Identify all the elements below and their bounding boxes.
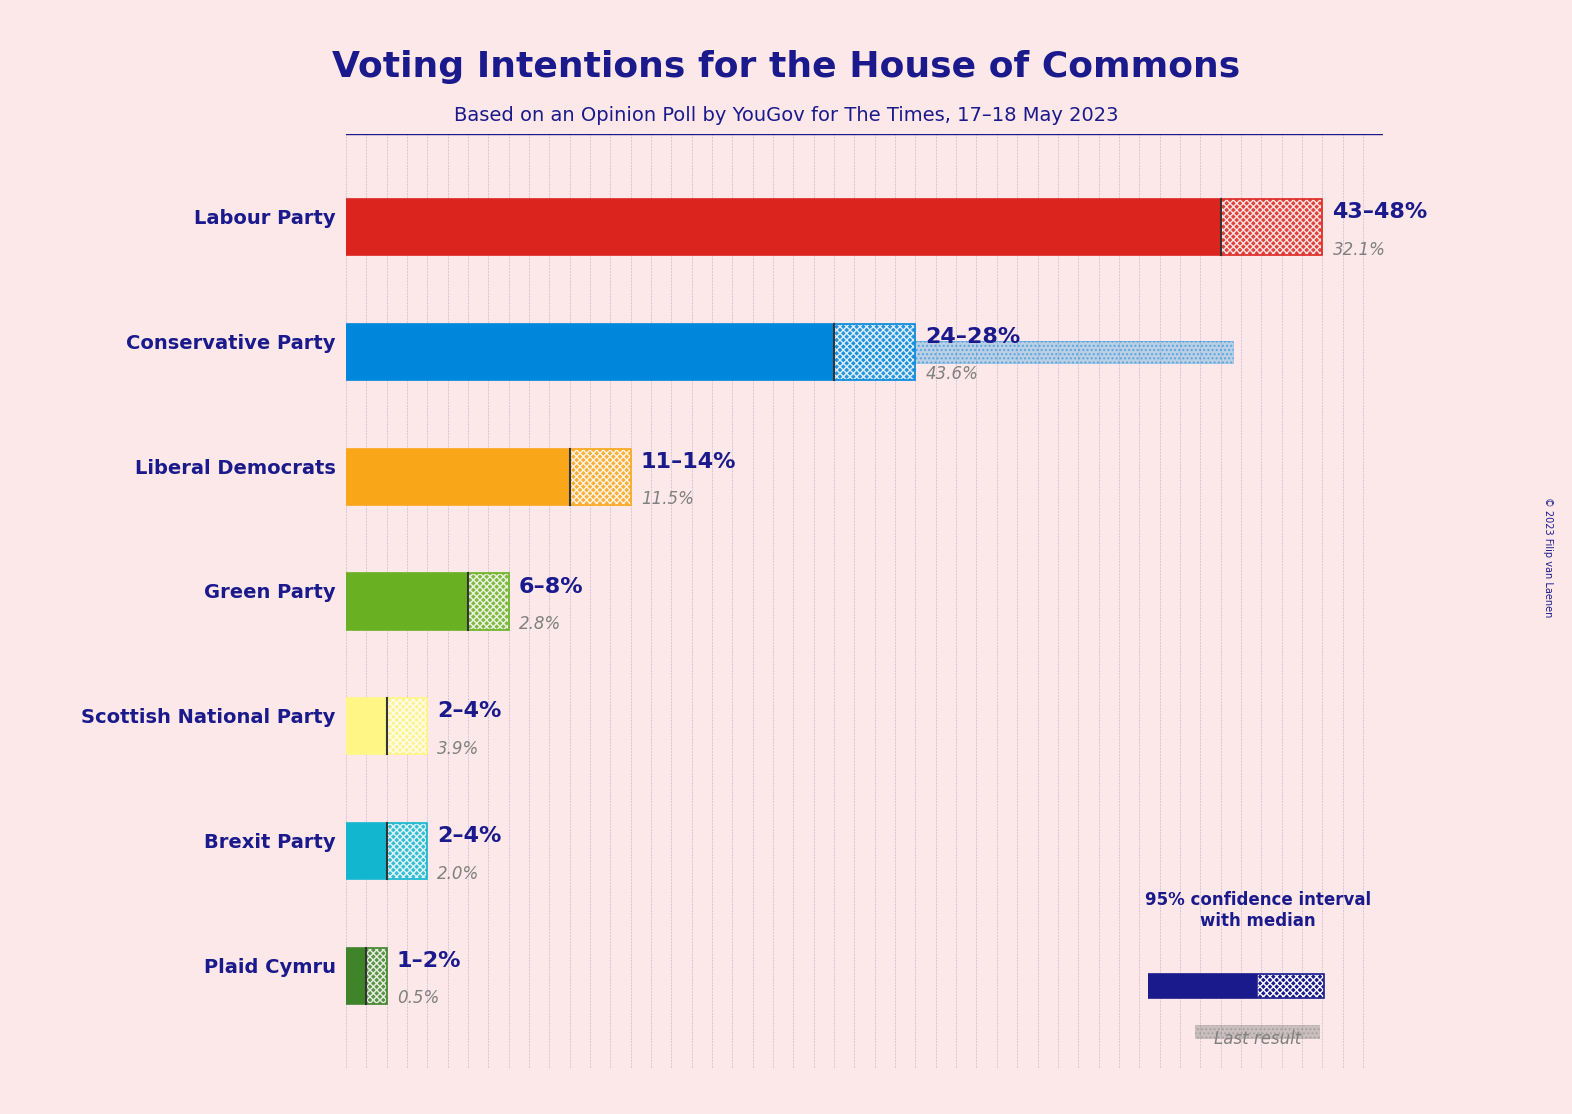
Bar: [569, 449, 630, 505]
Text: Last result: Last result: [1214, 1030, 1302, 1048]
Text: Plaid Cymru: Plaid Cymru: [204, 958, 336, 977]
Text: 43–48%: 43–48%: [1333, 203, 1427, 223]
Bar: [387, 698, 428, 754]
Text: 0.5%: 0.5%: [396, 989, 439, 1007]
Bar: [346, 341, 1232, 363]
Text: 95% confidence interval
with median: 95% confidence interval with median: [1144, 891, 1371, 930]
Bar: [346, 574, 468, 629]
Bar: [346, 466, 580, 488]
Text: Conservative Party: Conservative Party: [126, 334, 336, 353]
Text: Green Party: Green Party: [204, 584, 336, 603]
Bar: [346, 324, 835, 380]
Text: 11.5%: 11.5%: [641, 490, 693, 508]
Bar: [468, 574, 509, 629]
Text: 24–28%: 24–28%: [926, 328, 1020, 348]
Bar: [835, 324, 915, 380]
Bar: [346, 698, 428, 754]
Bar: [346, 199, 1322, 255]
Text: Based on an Opinion Poll by YouGov for The Times, 17–18 May 2023: Based on an Opinion Poll by YouGov for T…: [454, 106, 1118, 125]
Bar: [1258, 974, 1324, 998]
Bar: [346, 948, 366, 1004]
Text: 2.8%: 2.8%: [519, 615, 561, 633]
Bar: [366, 948, 387, 1004]
Bar: [387, 823, 428, 879]
Text: 1–2%: 1–2%: [396, 951, 461, 971]
Text: 2–4%: 2–4%: [437, 702, 501, 722]
Text: Brexit Party: Brexit Party: [204, 833, 336, 852]
Bar: [346, 840, 387, 862]
Text: 2–4%: 2–4%: [437, 827, 501, 847]
Bar: [346, 715, 424, 737]
Bar: [346, 324, 915, 380]
Text: 2.0%: 2.0%: [437, 864, 479, 882]
Bar: [346, 715, 424, 737]
Text: Labour Party: Labour Party: [193, 209, 336, 228]
Text: Scottish National Party: Scottish National Party: [82, 709, 336, 727]
Bar: [346, 449, 569, 505]
Text: © 2023 Filip van Laenen: © 2023 Filip van Laenen: [1544, 497, 1553, 617]
Bar: [346, 199, 1220, 255]
Bar: [346, 590, 402, 613]
Bar: [346, 590, 402, 613]
Bar: [346, 216, 998, 238]
Bar: [346, 840, 387, 862]
Bar: [1148, 974, 1258, 998]
Text: 6–8%: 6–8%: [519, 577, 583, 597]
Bar: [346, 823, 387, 879]
Bar: [346, 823, 428, 879]
Bar: [346, 449, 630, 505]
Text: Liberal Democrats: Liberal Democrats: [135, 459, 336, 478]
Bar: [346, 574, 509, 629]
Bar: [346, 698, 387, 754]
Text: 43.6%: 43.6%: [926, 365, 978, 383]
Text: 3.9%: 3.9%: [437, 740, 479, 758]
Text: 11–14%: 11–14%: [641, 452, 736, 472]
Text: Voting Intentions for the House of Commons: Voting Intentions for the House of Commo…: [332, 50, 1240, 85]
Bar: [1195, 1025, 1320, 1038]
Bar: [346, 216, 998, 238]
Bar: [346, 965, 355, 987]
Bar: [346, 466, 580, 488]
Bar: [346, 948, 387, 1004]
Bar: [1148, 974, 1324, 998]
Bar: [346, 965, 355, 987]
Bar: [1220, 199, 1322, 255]
Bar: [346, 341, 1232, 363]
Text: 32.1%: 32.1%: [1333, 241, 1385, 258]
